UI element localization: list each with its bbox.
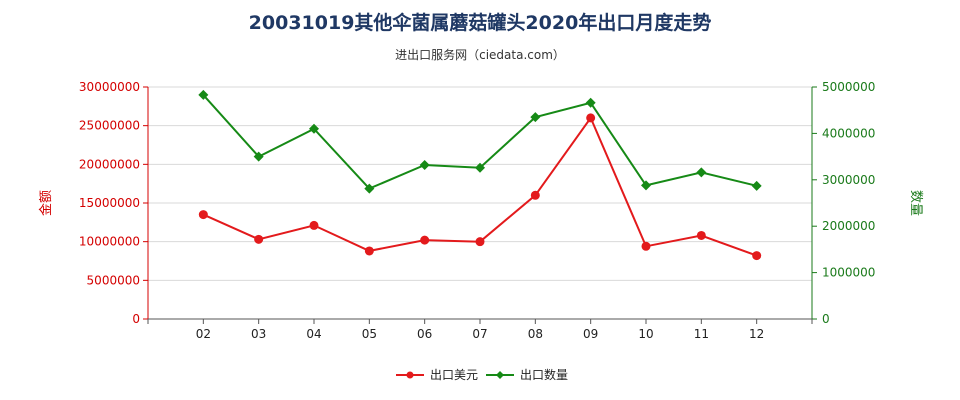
legend-label-quantity: 出口数量 bbox=[520, 367, 568, 382]
legend: 出口美元 出口数量 bbox=[396, 367, 568, 382]
right-tick-label: 1000000 bbox=[822, 266, 875, 280]
x-tick-label: 07 bbox=[472, 327, 487, 341]
data-point-quantity bbox=[530, 112, 541, 123]
x-tick-label: 10 bbox=[638, 327, 653, 341]
x-tick-label: 03 bbox=[251, 327, 266, 341]
data-point-value bbox=[254, 234, 264, 244]
x-tick-label: 05 bbox=[362, 327, 377, 341]
right-tick-label: 0 bbox=[822, 312, 830, 326]
data-point-value bbox=[364, 246, 374, 256]
data-point-quantity bbox=[475, 162, 485, 173]
x-tick-label: 08 bbox=[528, 327, 543, 341]
left-axis-title: 金额 bbox=[38, 190, 54, 216]
series-line-1 bbox=[202, 94, 757, 190]
data-point-value bbox=[586, 113, 596, 123]
x-ticks: 02 03 04 05 06 07 08 09 10 11 12 bbox=[147, 319, 813, 341]
x-tick-label: 02 bbox=[196, 327, 211, 341]
x-tick-label: 04 bbox=[306, 327, 321, 341]
legend-label-value: 出口美元 bbox=[430, 368, 478, 382]
series-line-0 bbox=[202, 115, 758, 257]
left-tick-label: 15000000 bbox=[79, 196, 140, 210]
left-tick-label: 25000000 bbox=[79, 119, 140, 133]
data-point-value bbox=[641, 241, 651, 251]
data-point-value bbox=[530, 190, 540, 200]
x-tick-label: 09 bbox=[583, 327, 598, 341]
left-tick-label: 30000000 bbox=[79, 80, 140, 94]
right-tick-label: 2000000 bbox=[822, 219, 875, 233]
data-point-quantity bbox=[641, 180, 651, 191]
data-point-quantity bbox=[696, 167, 707, 178]
x-tick-label: 06 bbox=[417, 327, 432, 341]
chart-title: 20031019其他伞菌属蘑菇罐头2020年出口月度走势 bbox=[248, 12, 712, 34]
right-tick-label: 5000000 bbox=[822, 80, 875, 94]
x-tick-label: 11 bbox=[694, 327, 709, 341]
data-point-value bbox=[475, 237, 485, 247]
chart-subtitle: 进出口服务网（ciedata.com） bbox=[395, 48, 565, 62]
data-point-value bbox=[752, 251, 762, 261]
left-ticks: 0 5000000 10000000 15000000 20000000 25000000… bbox=[79, 80, 148, 326]
right-tick-label: 3000000 bbox=[822, 173, 875, 187]
data-point-value bbox=[696, 230, 706, 240]
data-point-quantity bbox=[253, 151, 264, 162]
data-point-quantity bbox=[198, 89, 209, 100]
right-tick-label: 4000000 bbox=[822, 126, 875, 140]
data-point-quantity bbox=[419, 159, 430, 170]
data-point-quantity bbox=[585, 97, 596, 108]
left-tick-label: 20000000 bbox=[79, 157, 140, 171]
grid bbox=[148, 86, 812, 281]
data-point-value bbox=[420, 235, 430, 245]
left-tick-label: 0 bbox=[132, 312, 140, 326]
left-tick-label: 5000000 bbox=[87, 273, 140, 287]
right-ticks: 0 1000000 2000000 3000000 4000000 5000000 bbox=[812, 80, 875, 326]
left-tick-label: 10000000 bbox=[79, 235, 140, 249]
data-point-quantity bbox=[364, 183, 375, 194]
series-layer bbox=[198, 89, 762, 261]
data-point-value bbox=[309, 220, 319, 230]
data-point-value bbox=[198, 210, 208, 220]
data-point-quantity bbox=[309, 123, 319, 134]
legend-marker-value bbox=[406, 371, 414, 379]
data-point-quantity bbox=[751, 180, 762, 191]
right-axis-title: 数量 bbox=[908, 190, 923, 216]
legend-marker-quantity bbox=[496, 371, 504, 379]
x-tick-label: 12 bbox=[749, 327, 764, 341]
